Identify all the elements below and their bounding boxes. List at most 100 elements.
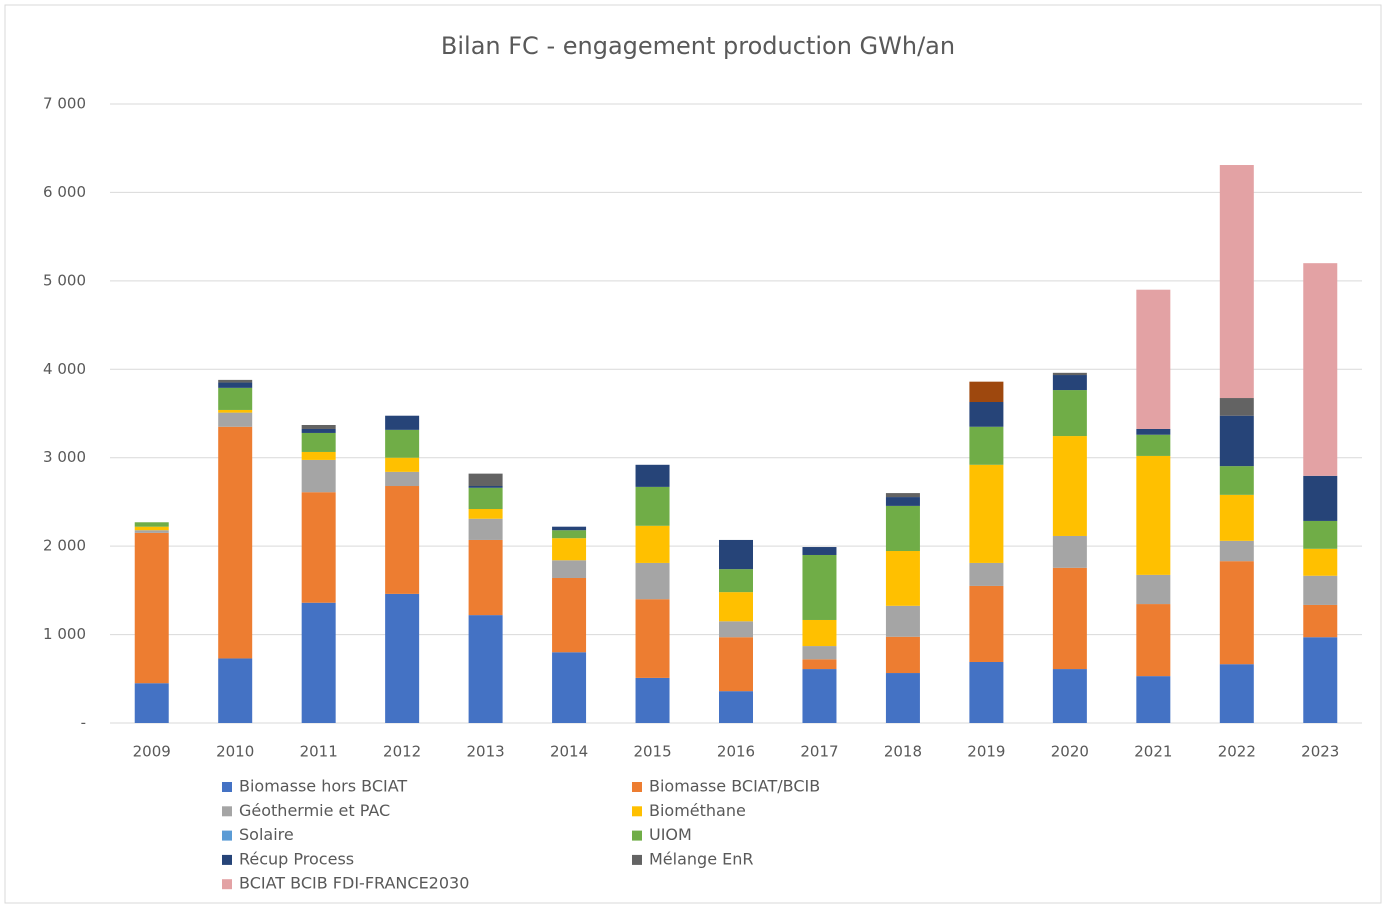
bar-segment (1052, 535, 1087, 568)
x-tick-label: 2019 (967, 743, 1005, 761)
bar-segment (802, 619, 837, 647)
legend-label: Solaire (239, 825, 294, 844)
bar-segment (719, 569, 753, 593)
y-tick-label: 3 000 (43, 448, 86, 466)
legend-swatch (632, 806, 642, 817)
x-tick-label: 2009 (133, 743, 171, 761)
bar-segment (134, 526, 169, 531)
bar-segment (552, 560, 587, 578)
bar-segment (719, 621, 753, 638)
x-tick-label: 2014 (550, 743, 588, 761)
bar-segment (802, 646, 837, 660)
bar-segment (635, 562, 670, 600)
bar-segment (1136, 289, 1171, 429)
legend-label: Biométhane (649, 801, 746, 820)
bar-segment (468, 615, 503, 723)
bar-segment (301, 602, 336, 723)
bar-segment (885, 605, 920, 637)
bar-segment (969, 562, 1004, 586)
bar-segment (552, 538, 587, 561)
bar-segment (301, 492, 336, 603)
bar-segment (385, 429, 420, 458)
bar-segment (1219, 415, 1254, 467)
y-tick-label: 2 000 (43, 537, 86, 555)
bar-segment (885, 551, 920, 606)
x-tick-label: 2017 (800, 743, 838, 761)
bar-segment (969, 402, 1004, 427)
bar-segment (385, 457, 420, 472)
bar-segment (385, 593, 420, 723)
bar-segment (1052, 390, 1087, 437)
bar-segment (218, 409, 253, 413)
bar-segment (969, 381, 1004, 403)
x-tick-label: 2012 (383, 743, 421, 761)
bar-segment (802, 669, 837, 723)
bar-segment (385, 471, 420, 487)
bar-segment (468, 518, 503, 540)
bar-segment (1303, 548, 1338, 576)
legend-label: UIOM (649, 825, 692, 844)
bar-segment (1219, 664, 1254, 723)
x-tick-label: 2016 (717, 743, 755, 761)
bar-segment (719, 691, 753, 723)
bar-segment (1219, 165, 1254, 399)
bar-segment (1136, 574, 1171, 605)
y-tick-label: 1 000 (43, 625, 86, 643)
legend-label: Géothermie et PAC (239, 801, 390, 820)
bar-segment (635, 464, 670, 487)
bar-segment (385, 415, 420, 430)
bar-segment (719, 637, 753, 692)
bar-segment (1136, 604, 1171, 677)
legend-swatch (632, 854, 642, 865)
bar-segment (1052, 436, 1087, 536)
bar-segment (218, 379, 253, 383)
bar-segment (719, 539, 753, 570)
bar-segment (1052, 372, 1087, 376)
legend-label: Biomasse hors BCIAT (239, 777, 407, 796)
y-tick-label: - (81, 714, 86, 732)
legend-label: Récup Process (239, 849, 354, 868)
bar-segment (134, 683, 169, 723)
bar-segment (301, 432, 336, 452)
bar-segment (802, 547, 837, 555)
bar-segment (969, 585, 1004, 662)
x-tick-label: 2015 (633, 743, 671, 761)
bar-segment (552, 577, 587, 653)
bar-segment (218, 658, 253, 723)
legend-swatch (632, 782, 642, 792)
bar-segment (1219, 398, 1254, 416)
bar-segment (1052, 567, 1087, 670)
bar-segment (218, 387, 253, 410)
bar-segment (635, 599, 670, 678)
legend-swatch (222, 854, 232, 865)
bar-segment (969, 426, 1004, 465)
legend-swatch (222, 782, 232, 792)
bar-segment (1219, 540, 1254, 562)
bar-segment (301, 424, 336, 429)
legend-label: BCIAT BCIB FDI-FRANCE2030 (239, 874, 469, 893)
bar-segment (1136, 455, 1171, 575)
bar-segment (802, 554, 837, 620)
bar-segment (635, 525, 670, 563)
bar-segment (468, 539, 503, 616)
bar-segment (134, 522, 169, 527)
y-tick-label: 7 000 (43, 95, 86, 113)
chart-border (4, 4, 1382, 904)
bar-segment (1219, 466, 1254, 495)
bar-segment (134, 530, 169, 533)
chart-title: Bilan FC - engagement production GWh/an (441, 32, 955, 60)
bar-segment (719, 592, 753, 622)
legend-swatch (222, 830, 232, 841)
x-tick-label: 2010 (216, 743, 254, 761)
x-tick-label: 2018 (884, 743, 922, 761)
y-tick-label: 4 000 (43, 360, 86, 378)
bar-segment (885, 493, 920, 498)
bar-segment (635, 677, 670, 723)
legend-swatch (632, 830, 642, 841)
bar-segment (134, 532, 169, 684)
bar-segment (218, 412, 253, 427)
bar-segment (1303, 637, 1338, 723)
x-tick-label: 2020 (1051, 743, 1089, 761)
bar-segment (969, 464, 1004, 563)
